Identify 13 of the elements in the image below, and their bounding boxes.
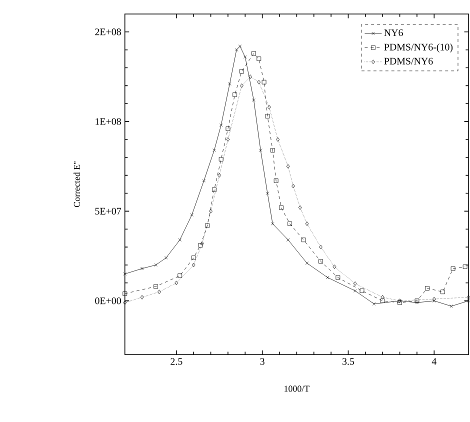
y-tick-label: 5E+07: [95, 208, 122, 215]
legend-label: PDMS/NY6: [384, 58, 433, 65]
y-tick-label: 1E+08: [96, 118, 121, 126]
x-tick-label: 3.5: [342, 358, 354, 366]
x-tick-label: 2.5: [170, 358, 182, 366]
legend-label: PDMS/NY6-(10): [384, 44, 453, 53]
y-tick-label: 0E+00: [95, 298, 121, 304]
legend-label: NY6: [384, 30, 403, 36]
y-axis-title: Corrected E'': [74, 162, 80, 208]
y-tick-label: 2E+08: [95, 28, 121, 36]
x-tick-label: 3: [260, 358, 264, 366]
x-axis-title: 1000/T: [284, 386, 310, 392]
x-tick-label: 4: [432, 358, 436, 365]
